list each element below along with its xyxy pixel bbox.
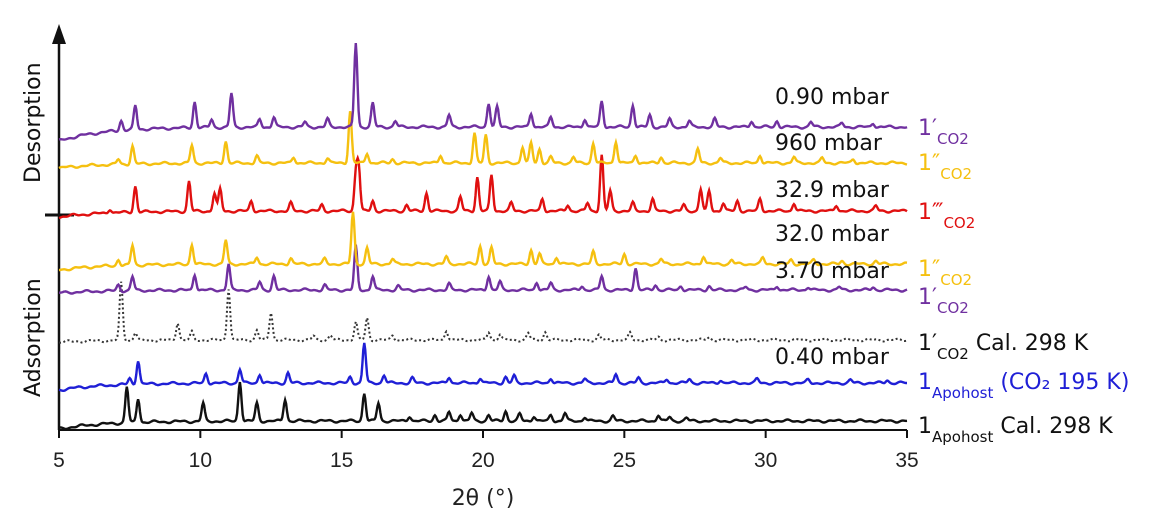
pressure-label: 32.9 mbar [775,178,890,203]
x-tick-label: 10 [189,449,212,472]
pressure-label: 0.40 mbar [775,345,890,370]
arrow-head-icon [52,24,66,44]
x-tick-label: 35 [895,449,918,472]
desorption-label: Desorption [21,62,46,183]
series-label: 1″CO2 [918,151,972,183]
x-tick-label: 15 [330,449,353,472]
x-tick-label: 30 [754,449,777,472]
trace-apohost_cal [58,381,908,431]
trace-co2pp_32_0 [59,211,908,272]
x-tick-label: 20 [471,449,494,472]
series-label: 1Apohost (CO₂ 195 K) [918,370,1129,402]
x-axis-title: 2θ (°) [452,486,515,511]
adsorption-label: Adsorption [21,278,46,397]
pressure-label: 32.0 mbar [775,222,890,247]
pressure-label: 960 mbar [775,131,883,156]
series-label: 1Apohost Cal. 298 K [918,414,1113,446]
x-tick-label: 5 [53,449,65,472]
x-axis-ticks: 5 10 15 20 25 30 35 [53,430,919,472]
trace-co2_3_70 [59,244,908,295]
trace-co2ppp_32_9 [58,154,908,220]
trace-co2_cal [58,281,908,344]
trace-apohost_co2195 [58,342,907,392]
pressure-label: 3.70 mbar [775,259,890,284]
series-labels: 1Apohost Cal. 298 K 0.40 mbar 1Apohost (CO… [775,85,1129,446]
trace-co2_0_90 [58,43,908,141]
x-tick-label: 25 [613,449,636,472]
series-label: 1‴CO2 [918,200,975,232]
series-label: 1′CO2 [918,116,969,148]
pattern-traces [58,43,908,431]
pressure-label: 0.90 mbar [775,85,890,110]
series-label: 1′CO2 [918,285,969,317]
series-label: 1″CO2 [918,257,972,289]
series-label: 1′CO2 Cal. 298 K [918,331,1089,363]
trace-co2pp_960 [58,111,908,170]
